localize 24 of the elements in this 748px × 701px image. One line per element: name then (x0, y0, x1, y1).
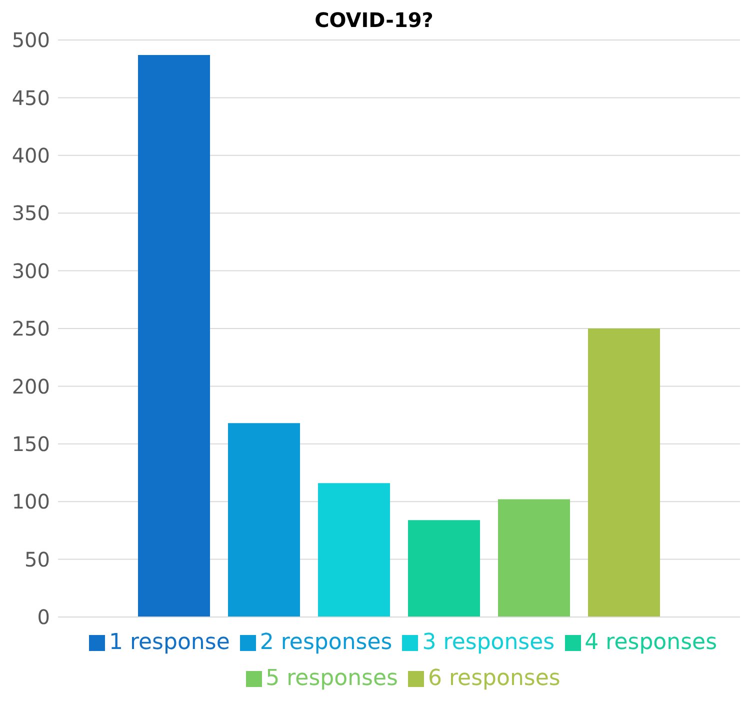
bar (318, 483, 390, 617)
bar (588, 328, 660, 617)
legend-label: 5 responses (266, 666, 398, 691)
legend-label: 1 response (108, 630, 230, 655)
chart-title: COVID-19? (314, 8, 434, 32)
bar (498, 499, 570, 617)
legend-label: 6 responses (428, 666, 560, 691)
y-tick-label: 500 (12, 28, 50, 52)
y-tick-label: 0 (37, 605, 50, 630)
y-tick-label: 250 (12, 316, 50, 341)
y-tick-label: 450 (12, 86, 50, 110)
bar (138, 55, 210, 617)
y-tick-label: 150 (12, 432, 50, 456)
y-tick-label: 300 (12, 258, 50, 283)
y-tick-label: 100 (12, 490, 50, 514)
legend-label: 4 responses (584, 630, 718, 655)
bar (408, 520, 480, 617)
y-tick-label: 50 (24, 547, 50, 572)
y-tick-label: 400 (12, 144, 50, 168)
y-tick-label: 350 (12, 201, 50, 226)
bar (228, 423, 300, 617)
legend-label: 2 responses (260, 630, 392, 655)
y-tick-label: 200 (12, 374, 50, 398)
legend-label: 3 responses (422, 630, 555, 655)
